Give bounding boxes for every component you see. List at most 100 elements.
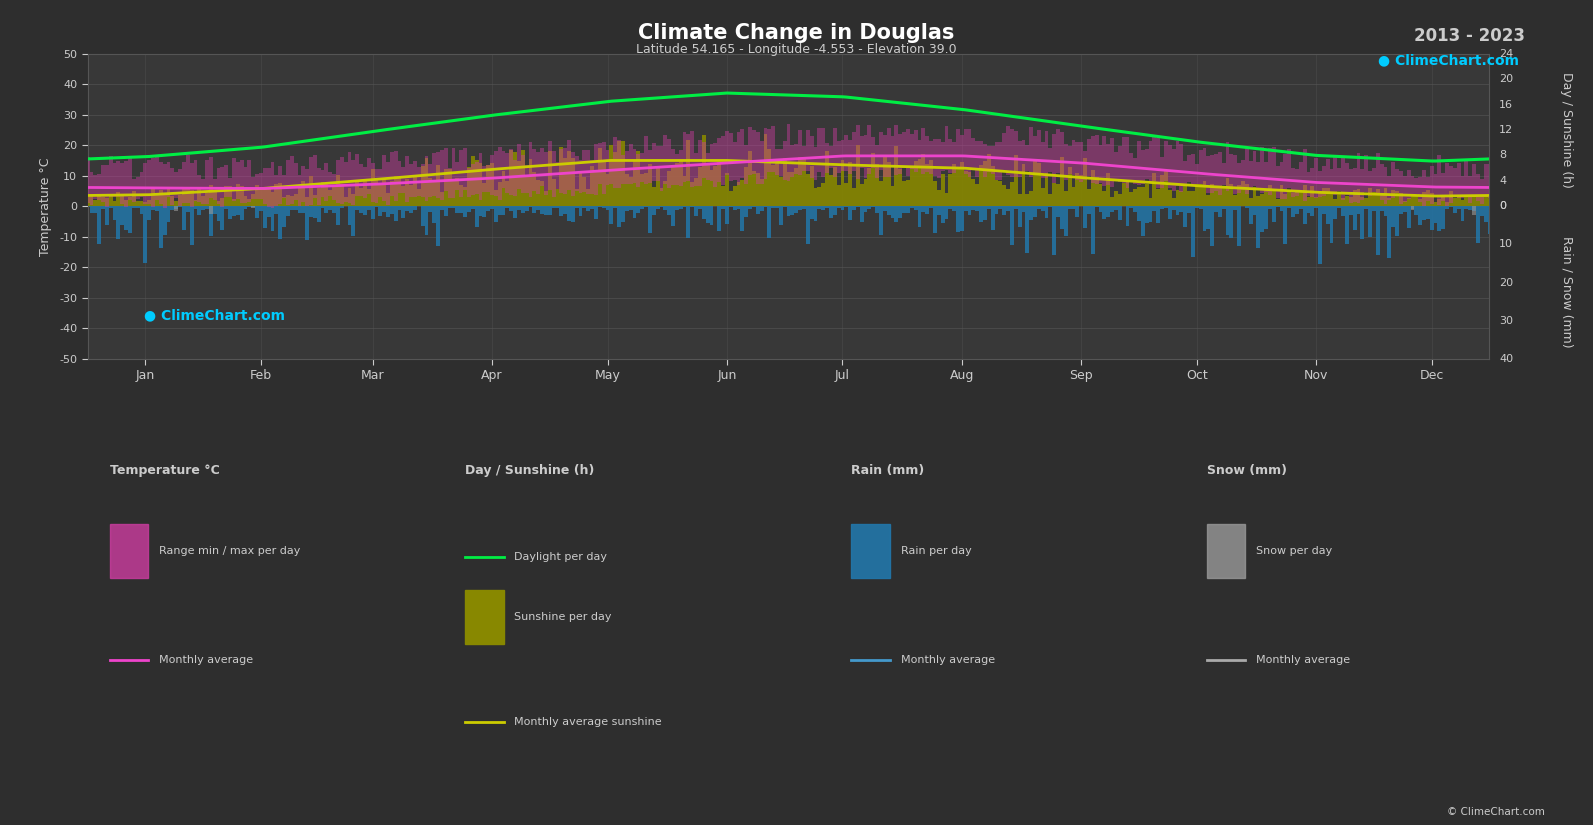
Bar	[779, 177, 782, 206]
Bar	[621, 206, 624, 223]
Bar	[1407, 198, 1410, 206]
Bar	[933, 182, 937, 206]
Bar	[760, 206, 763, 211]
Bar	[459, 185, 464, 206]
Bar	[132, 179, 135, 202]
Bar	[220, 206, 225, 230]
Bar	[644, 206, 648, 207]
Bar	[1426, 177, 1431, 201]
Bar	[89, 206, 94, 213]
Bar	[540, 181, 543, 206]
Bar	[994, 142, 999, 180]
Bar	[312, 155, 317, 198]
Bar	[956, 129, 961, 167]
Bar	[1322, 188, 1325, 206]
Bar	[1415, 178, 1418, 195]
Bar	[730, 133, 733, 181]
Bar	[366, 206, 371, 210]
Bar	[312, 206, 317, 218]
Bar	[1211, 206, 1214, 246]
Bar	[570, 206, 575, 222]
Bar	[551, 151, 556, 196]
Bar	[255, 206, 260, 218]
Bar	[537, 153, 540, 194]
Bar	[1110, 197, 1114, 206]
Bar	[1037, 163, 1040, 206]
Bar	[1391, 191, 1395, 206]
Bar	[1426, 206, 1431, 219]
Bar	[594, 144, 597, 195]
Text: Snow per day: Snow per day	[1257, 545, 1332, 556]
Bar	[1021, 163, 1026, 206]
Bar	[174, 206, 178, 209]
Bar	[706, 153, 709, 180]
Bar	[151, 206, 155, 210]
Bar	[887, 162, 890, 206]
Bar	[306, 206, 309, 240]
Bar	[683, 132, 687, 182]
Bar	[178, 195, 182, 206]
Bar	[663, 134, 667, 183]
Bar	[918, 159, 921, 206]
Bar	[910, 206, 914, 208]
Bar	[213, 191, 217, 206]
Bar	[1106, 144, 1110, 186]
Bar	[887, 206, 890, 215]
Bar	[472, 156, 475, 206]
Bar	[155, 194, 159, 206]
Bar	[937, 206, 940, 214]
Bar	[432, 206, 436, 223]
Bar	[1249, 197, 1252, 206]
Bar	[967, 130, 972, 177]
Bar	[1222, 186, 1225, 206]
Bar	[413, 206, 417, 210]
Bar	[953, 206, 956, 210]
Bar	[1403, 176, 1407, 201]
Bar	[1072, 187, 1075, 206]
Bar	[1045, 173, 1048, 206]
Bar	[953, 164, 956, 206]
Bar	[425, 158, 429, 206]
Bar	[1488, 197, 1491, 206]
Bar	[339, 184, 344, 206]
Bar	[1219, 186, 1222, 206]
Bar	[301, 166, 306, 202]
Bar	[652, 143, 656, 181]
Bar	[790, 145, 795, 177]
Bar	[1437, 200, 1442, 206]
Bar	[201, 179, 205, 204]
Bar	[948, 139, 953, 173]
Bar	[632, 149, 637, 183]
Bar	[135, 206, 140, 208]
Bar	[1257, 196, 1260, 206]
Bar	[975, 184, 980, 206]
Bar	[174, 206, 178, 210]
Bar	[105, 206, 108, 225]
Bar	[621, 155, 624, 185]
Bar	[929, 206, 933, 208]
Bar	[486, 165, 491, 192]
Bar	[518, 162, 521, 206]
Bar	[417, 189, 421, 206]
Bar	[1172, 206, 1176, 210]
Bar	[814, 147, 817, 180]
Bar	[1002, 206, 1007, 215]
Bar	[817, 186, 822, 206]
Bar	[1198, 184, 1203, 206]
Bar	[890, 206, 894, 218]
Bar	[1464, 206, 1469, 209]
Bar	[306, 197, 309, 206]
Bar	[167, 206, 170, 222]
Bar	[879, 206, 883, 235]
Bar	[398, 206, 401, 210]
Bar	[883, 154, 887, 206]
Bar	[325, 206, 328, 214]
Bar	[467, 168, 472, 196]
Bar	[398, 161, 401, 193]
Bar	[640, 153, 644, 182]
Bar	[301, 206, 306, 213]
Text: 8: 8	[1499, 150, 1507, 160]
Bar	[1211, 184, 1214, 206]
Bar	[266, 168, 271, 206]
Bar	[1391, 162, 1395, 197]
